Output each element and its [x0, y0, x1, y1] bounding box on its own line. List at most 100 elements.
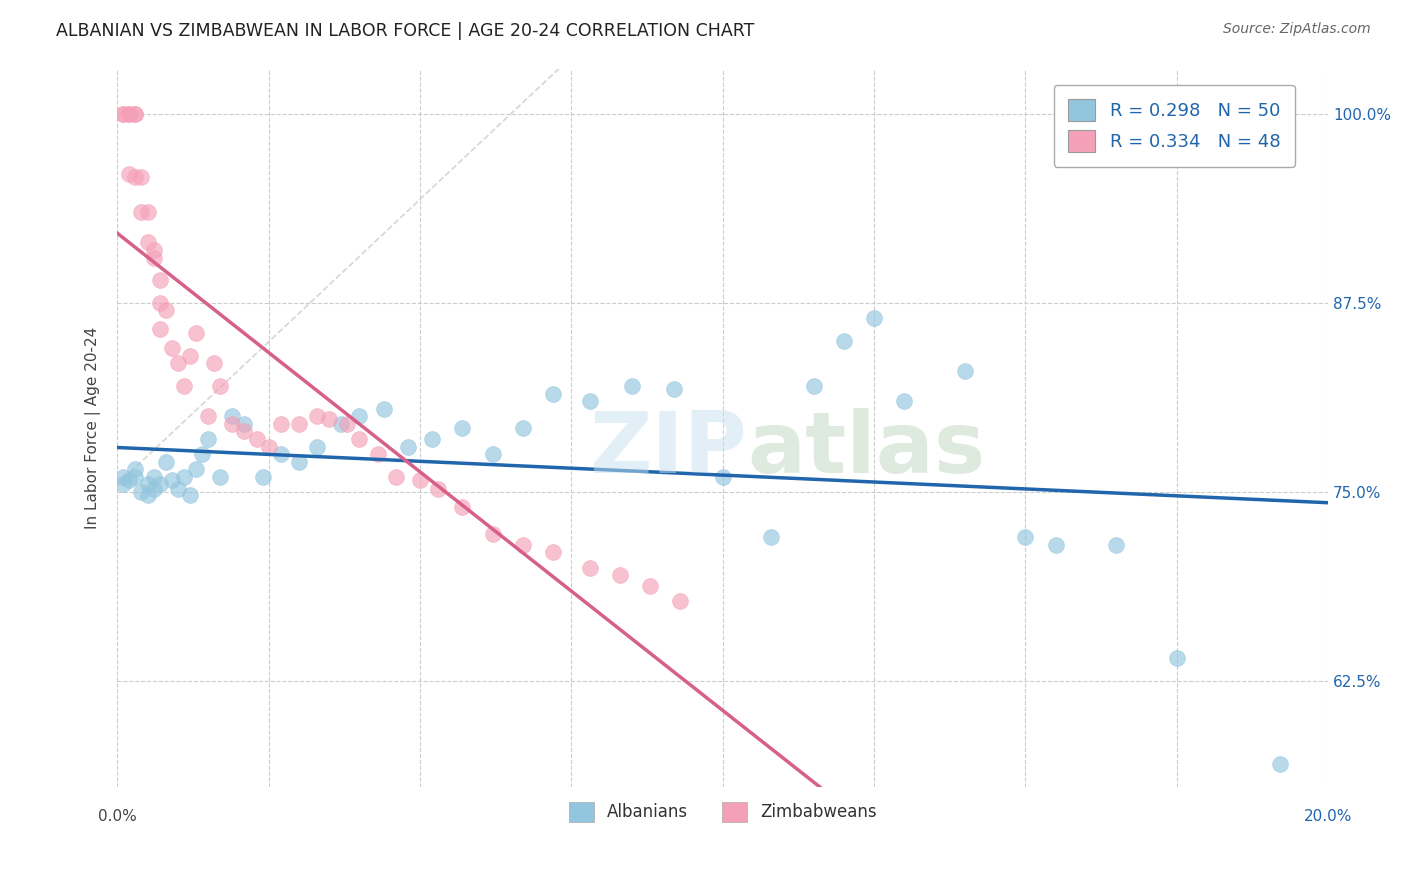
Point — [233, 425, 256, 439]
Point — [270, 447, 292, 461]
Point — [112, 477, 135, 491]
Point — [1166, 651, 1188, 665]
Point — [179, 349, 201, 363]
Legend: R = 0.298   N = 50, R = 0.334   N = 48: R = 0.298 N = 50, R = 0.334 N = 48 — [1054, 85, 1295, 167]
Point — [112, 470, 135, 484]
Point — [233, 417, 256, 431]
Point — [893, 394, 915, 409]
Point — [288, 417, 311, 431]
Point — [245, 432, 267, 446]
Point — [149, 477, 172, 491]
Point — [184, 462, 207, 476]
Point — [112, 107, 135, 121]
Point — [166, 356, 188, 370]
Point — [420, 432, 443, 446]
Point — [131, 484, 153, 499]
Text: ZIP: ZIP — [589, 408, 747, 491]
Point — [136, 477, 159, 491]
Point — [131, 205, 153, 219]
Point — [118, 107, 141, 121]
Point — [451, 421, 474, 435]
Point — [252, 470, 274, 484]
Point — [609, 568, 631, 582]
Point — [759, 530, 782, 544]
Point — [1105, 538, 1128, 552]
Point — [155, 455, 177, 469]
Text: Source: ZipAtlas.com: Source: ZipAtlas.com — [1223, 22, 1371, 37]
Point — [142, 243, 165, 257]
Point — [1014, 530, 1036, 544]
Point — [620, 379, 643, 393]
Point — [191, 447, 214, 461]
Point — [179, 488, 201, 502]
Point — [288, 455, 311, 469]
Point — [136, 235, 159, 250]
Text: 0.0%: 0.0% — [98, 809, 136, 824]
Point — [112, 107, 135, 121]
Point — [197, 409, 219, 424]
Point — [578, 394, 600, 409]
Point — [142, 251, 165, 265]
Point — [136, 488, 159, 502]
Point — [803, 379, 825, 393]
Text: 20.0%: 20.0% — [1303, 809, 1353, 824]
Point — [396, 440, 419, 454]
Point — [160, 341, 183, 355]
Point — [541, 386, 564, 401]
Point — [209, 379, 232, 393]
Point — [638, 579, 661, 593]
Point — [512, 538, 534, 552]
Point — [124, 107, 146, 121]
Point — [669, 594, 692, 608]
Point — [142, 470, 165, 484]
Point — [173, 379, 195, 393]
Point — [221, 417, 243, 431]
Point — [481, 447, 503, 461]
Point — [664, 382, 686, 396]
Point — [124, 170, 146, 185]
Point — [451, 500, 474, 514]
Point — [118, 107, 141, 121]
Point — [202, 356, 225, 370]
Point — [541, 545, 564, 559]
Point — [318, 412, 340, 426]
Point — [349, 432, 371, 446]
Point — [136, 205, 159, 219]
Point — [336, 417, 359, 431]
Point — [257, 440, 280, 454]
Point — [711, 470, 734, 484]
Point — [118, 473, 141, 487]
Point — [330, 417, 353, 431]
Point — [578, 560, 600, 574]
Point — [118, 167, 141, 181]
Point — [427, 482, 450, 496]
Point — [149, 273, 172, 287]
Point — [149, 321, 172, 335]
Point — [409, 473, 432, 487]
Point — [384, 470, 406, 484]
Point — [367, 447, 389, 461]
Point — [481, 527, 503, 541]
Point — [173, 470, 195, 484]
Point — [124, 470, 146, 484]
Point — [160, 473, 183, 487]
Point — [270, 417, 292, 431]
Text: ALBANIAN VS ZIMBABWEAN IN LABOR FORCE | AGE 20-24 CORRELATION CHART: ALBANIAN VS ZIMBABWEAN IN LABOR FORCE | … — [56, 22, 755, 40]
Point — [131, 170, 153, 185]
Point — [155, 303, 177, 318]
Point — [863, 311, 886, 326]
Point — [209, 470, 232, 484]
Point — [1045, 538, 1067, 552]
Point — [124, 107, 146, 121]
Y-axis label: In Labor Force | Age 20-24: In Labor Force | Age 20-24 — [86, 326, 101, 529]
Point — [197, 432, 219, 446]
Point — [307, 440, 329, 454]
Point — [124, 462, 146, 476]
Point — [307, 409, 329, 424]
Point — [349, 409, 371, 424]
Point — [512, 421, 534, 435]
Point — [373, 401, 395, 416]
Point — [149, 296, 172, 310]
Point — [1268, 757, 1291, 772]
Point — [166, 482, 188, 496]
